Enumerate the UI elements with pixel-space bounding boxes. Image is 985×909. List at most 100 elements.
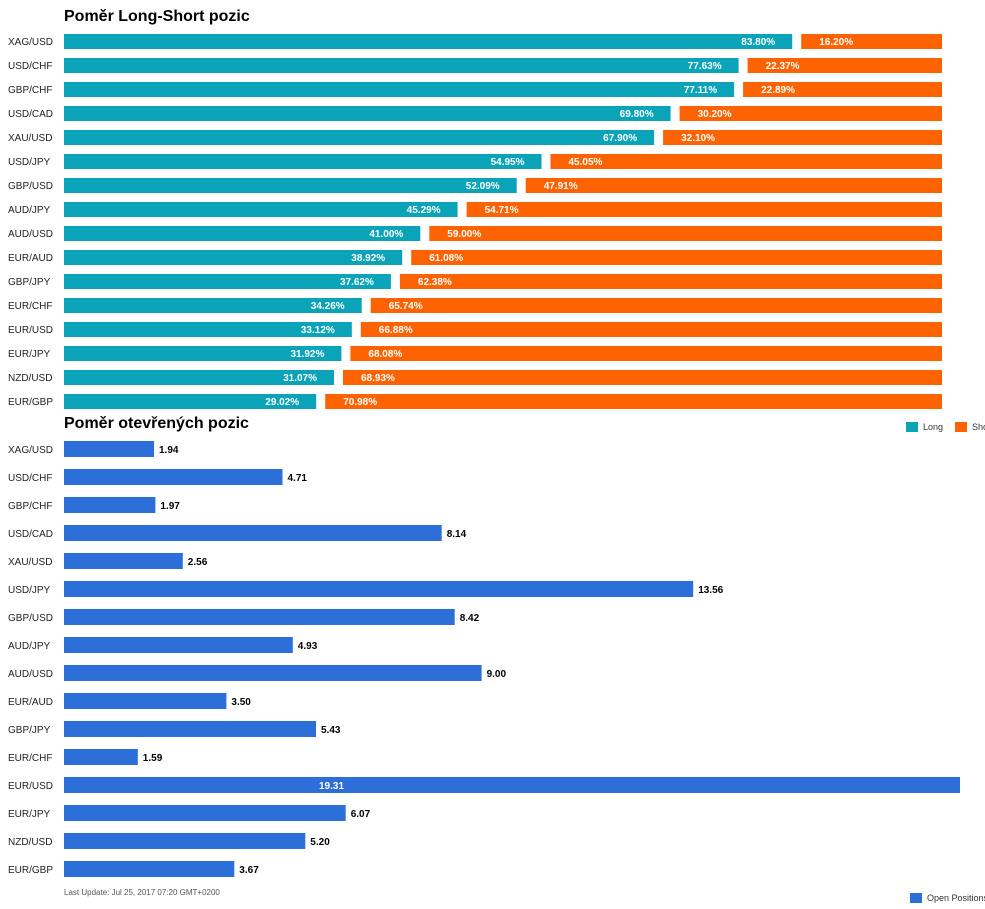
long-value-label-xau-usd: 67.90% [603, 133, 637, 144]
open-bar-gbp-chf [64, 497, 156, 513]
open-value-label-eur-chf: 1.59 [143, 753, 163, 764]
long-bar-xag-usd [64, 34, 793, 49]
open-value-label-gbp-chf: 1.97 [160, 501, 180, 512]
long-value-label-eur-aud: 38.92% [351, 253, 385, 264]
open-category-label-usd-cad: USD/CAD [8, 529, 53, 540]
long-bar-usd-chf [64, 58, 739, 73]
short-value-label-gbp-usd: 47.91% [544, 181, 578, 192]
category-label-usd-cad: USD/CAD [8, 109, 53, 120]
category-label-aud-jpy: AUD/JPY [8, 205, 51, 216]
short-value-label-aud-usd: 59.00% [447, 229, 481, 240]
open-bar-usd-cad [64, 525, 442, 541]
open-bar-aud-jpy [64, 637, 293, 653]
open-category-label-gbp-jpy: GBP/JPY [8, 725, 51, 736]
open-value-label-usd-chf: 4.71 [288, 473, 308, 484]
open-bar-xag-usd [64, 441, 154, 457]
category-label-aud-usd: AUD/USD [8, 229, 53, 240]
short-bar-gbp-usd [525, 178, 942, 193]
short-value-label-xau-usd: 32.10% [681, 133, 715, 144]
short-value-label-gbp-chf: 22.89% [761, 85, 795, 96]
legend-long-swatch [906, 422, 918, 432]
open-bar-eur-aud [64, 693, 227, 709]
short-bar-aud-jpy [466, 202, 942, 217]
short-bar-usd-jpy [550, 154, 942, 169]
open-value-label-usd-cad: 8.14 [447, 529, 467, 540]
long-bar-eur-jpy [64, 346, 342, 361]
long-value-label-gbp-usd: 52.09% [466, 181, 500, 192]
open-value-label-aud-jpy: 4.93 [298, 641, 318, 652]
open-bar-gbp-usd [64, 609, 455, 625]
short-value-label-eur-usd: 66.88% [379, 325, 413, 336]
short-bar-eur-chf [370, 298, 942, 313]
category-label-eur-aud: EUR/AUD [8, 253, 53, 264]
long-bar-xau-usd [64, 130, 655, 145]
open-category-label-eur-aud: EUR/AUD [8, 697, 53, 708]
long-value-label-eur-usd: 33.12% [301, 325, 335, 336]
category-label-gbp-jpy: GBP/JPY [8, 277, 51, 288]
long-bar-gbp-chf [64, 82, 735, 97]
short-bar-xau-usd [663, 130, 942, 145]
category-label-gbp-chf: GBP/CHF [8, 85, 52, 96]
open-value-label-usd-jpy: 13.56 [698, 585, 723, 596]
chart-title-long-short: Poměr Long-Short pozic [64, 8, 250, 25]
long-bar-eur-gbp [64, 394, 317, 409]
open-bar-aud-usd [64, 665, 482, 681]
long-value-label-usd-chf: 77.63% [688, 61, 722, 72]
open-value-label-aud-usd: 9.00 [487, 669, 507, 680]
open-category-label-xau-usd: XAU/USD [8, 557, 52, 568]
open-value-label-gbp-usd: 8.42 [460, 613, 480, 624]
open-category-label-eur-gbp: EUR/GBP [8, 865, 53, 876]
open-value-label-eur-aud: 3.50 [231, 697, 251, 708]
legend-open-label: Open Positions [927, 893, 985, 903]
open-value-label-xag-usd: 1.94 [159, 445, 179, 456]
category-label-nzd-usd: NZD/USD [8, 373, 52, 384]
long-value-label-xag-usd: 83.80% [741, 37, 775, 48]
short-value-label-eur-jpy: 68.08% [368, 349, 402, 360]
short-bar-gbp-jpy [399, 274, 942, 289]
category-label-eur-gbp: EUR/GBP [8, 397, 53, 408]
long-value-label-aud-jpy: 45.29% [407, 205, 441, 216]
long-bar-gbp-jpy [64, 274, 391, 289]
open-category-label-aud-usd: AUD/USD [8, 669, 53, 680]
open-value-label-eur-gbp: 3.67 [239, 865, 259, 876]
open-category-label-eur-usd: EUR/USD [8, 781, 53, 792]
open-bar-nzd-usd [64, 833, 306, 849]
legend-long-short: Long Short [906, 422, 985, 432]
long-value-label-eur-jpy: 31.92% [290, 349, 324, 360]
category-label-eur-chf: EUR/CHF [8, 301, 52, 312]
open-category-label-usd-jpy: USD/JPY [8, 585, 51, 596]
open-value-label-nzd-usd: 5.20 [310, 837, 330, 848]
short-value-label-xag-usd: 16.20% [819, 37, 853, 48]
open-bar-eur-gbp [64, 861, 235, 877]
open-category-label-gbp-usd: GBP/USD [8, 613, 53, 624]
short-bar-xag-usd [801, 34, 942, 49]
open-category-label-xag-usd: XAG/USD [8, 445, 53, 456]
short-bar-eur-gbp [325, 394, 942, 409]
legend-short-swatch [955, 422, 968, 432]
open-bar-eur-usd [64, 777, 960, 793]
long-value-label-eur-gbp: 29.02% [265, 397, 299, 408]
short-value-label-eur-chf: 65.74% [389, 301, 423, 312]
long-bar-gbp-usd [64, 178, 517, 193]
short-value-label-nzd-usd: 68.93% [361, 373, 395, 384]
legend-long-label: Long [923, 422, 944, 432]
legend-open-swatch [910, 893, 922, 903]
short-bar-nzd-usd [343, 370, 942, 385]
open-category-label-aud-jpy: AUD/JPY [8, 641, 51, 652]
category-label-eur-usd: EUR/USD [8, 325, 53, 336]
long-value-label-gbp-jpy: 37.62% [340, 277, 374, 288]
legend-open-positions: Open Positions [910, 893, 985, 903]
long-value-label-usd-cad: 69.80% [620, 109, 654, 120]
short-bar-eur-jpy [350, 346, 942, 361]
short-value-label-eur-gbp: 70.98% [343, 397, 377, 408]
open-category-label-usd-chf: USD/CHF [8, 473, 52, 484]
open-category-label-gbp-chf: GBP/CHF [8, 501, 52, 512]
long-value-label-aud-usd: 41.00% [369, 229, 403, 240]
short-value-label-gbp-jpy: 62.38% [418, 277, 452, 288]
long-bar-usd-cad [64, 106, 671, 121]
short-value-label-usd-chf: 22.37% [766, 61, 800, 72]
open-bar-xau-usd [64, 553, 183, 569]
open-bar-eur-jpy [64, 805, 346, 821]
category-label-gbp-usd: GBP/USD [8, 181, 53, 192]
